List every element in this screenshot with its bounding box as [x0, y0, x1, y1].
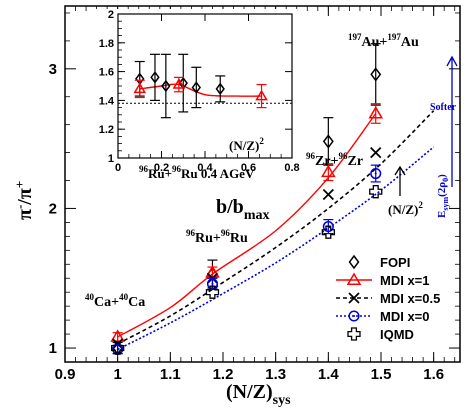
main-nz-label: (N/Z)2 — [388, 200, 423, 217]
x-tick-label: 1.1 — [160, 366, 181, 383]
legend-iqmd-marker — [347, 327, 361, 341]
inset-background — [90, 9, 297, 157]
x-axis-title: (N/Z)sys — [226, 381, 291, 408]
main-points — [110, 43, 384, 356]
iqmd-point — [321, 225, 335, 239]
softer-arrow — [446, 55, 458, 187]
x-tick-label: 0.9 — [55, 366, 76, 383]
esym-label: Esym(2ρ0) — [436, 174, 450, 218]
legend-iqmd-label: IQMD — [380, 327, 414, 342]
inset-fopi-point — [150, 71, 160, 84]
inset-fopi-point — [161, 79, 171, 93]
x-tick-label: 1.4 — [318, 366, 340, 383]
mdi-x-1-point — [205, 265, 220, 278]
inset-fopi-point — [191, 81, 201, 94]
inset-y-tick-label: 1.2 — [99, 124, 114, 136]
iqmd-point — [111, 341, 125, 355]
inset-y-tick-label: 1.4 — [99, 95, 115, 107]
nz-arrow — [394, 165, 406, 196]
inset-mdi-x-1-point — [172, 78, 186, 89]
inset-x-tick-label: 0 — [115, 162, 121, 174]
inset-mdi-x-1-point — [133, 82, 147, 94]
mdi-x-1-point — [368, 106, 384, 119]
inset-y-tick-label: 1 — [108, 153, 114, 165]
inset-axis-ticks: 0 0.2 0.4 0.6 0.8 1 1.2 1.4 1.6 1.8 2 — [99, 9, 300, 174]
legend-mdi-x-1-marker — [346, 272, 362, 285]
au-system-label: 197Au+197Au — [348, 32, 419, 50]
main-curves — [117, 110, 435, 351]
y-tick-label: 3 — [49, 61, 57, 78]
inset-fopi-point — [215, 82, 225, 96]
inset-x-tick-label: 0.6 — [241, 162, 256, 174]
inset-x-tick-label: 0.4 — [197, 162, 213, 174]
x-tick-label: 1.6 — [423, 366, 444, 383]
main-axis-ticks: 0.9 1 1.1 1.2 1.3 1.4 1.5 1.6 1 2 3 — [49, 6, 460, 383]
x-tick-label: 1.5 — [371, 366, 392, 383]
inset-title: 96Ru+96Ru 0.4 AGeV — [139, 164, 255, 181]
legend-fopi-marker — [348, 254, 360, 270]
inset-x-tick-label: 0.8 — [284, 162, 299, 174]
ru-system-label: 96Ru+96Ru — [186, 228, 248, 246]
ca-system-label: 40Ca+40Ca — [85, 292, 145, 310]
x-tick-label: 1.3 — [265, 366, 286, 383]
zr-system-label: 96Zr+96Zr — [306, 151, 363, 169]
legend-mdi-x-0-label: MDI x=0 — [380, 309, 430, 324]
iqmd-point — [205, 285, 220, 299]
fopi-point — [322, 134, 334, 149]
mdi-x-0-5-curve — [117, 110, 435, 345]
inset-y-tick-label: 1.6 — [99, 67, 114, 79]
y-tick-label: 1 — [49, 340, 57, 357]
fopi-point — [370, 67, 382, 82]
mdi-x-1-point — [321, 164, 336, 178]
mdi-x-0-5-point — [370, 146, 382, 159]
y-tick-label: 2 — [49, 200, 57, 217]
mdi-x-0-curve — [117, 146, 435, 351]
mdi-x-1-curve — [117, 113, 377, 338]
softer-label: Softer — [430, 102, 457, 113]
legend-mdi-x-1-label: MDI x=1 — [380, 273, 430, 288]
legend: FOPI MDI x=1 MDI x=0.5 MDI x=0 IQMD — [336, 254, 440, 342]
inset-points — [133, 53, 268, 119]
legend-mdi-x-0-marker — [348, 310, 360, 322]
inset-y-tick-label: 2 — [108, 9, 114, 21]
inset-curves — [118, 83, 292, 104]
x-tick-label: 1.2 — [213, 366, 234, 383]
mdi-x-0-point — [206, 278, 219, 290]
inset-x-axis-title: b/bmax — [216, 196, 269, 223]
iqmd-point — [369, 185, 383, 199]
mdi-x-0-5-point — [322, 188, 334, 201]
legend-mdi-x-0-5-marker — [348, 292, 360, 304]
x-tick-label: 1 — [113, 366, 121, 383]
legend-mdi-x-0-5-label: MDI x=0.5 — [380, 291, 440, 306]
mdi-x-1-point — [110, 329, 125, 342]
mdi-x-0-point — [370, 167, 382, 180]
inset-nz-label: (N/Z)2 — [229, 136, 264, 153]
inset-y-tick-label: 1.8 — [99, 38, 114, 50]
main-frame — [64, 5, 461, 363]
legend-fopi-label: FOPI — [380, 255, 410, 270]
mdi-x-0-5-point — [112, 338, 124, 350]
y-axis-title: π-/π+ — [12, 181, 36, 220]
inset-x-tick-label: 0.2 — [154, 162, 169, 174]
inset-mdi-x-1-curve — [139, 83, 262, 97]
inset-mdi-x-1-point — [255, 89, 268, 101]
